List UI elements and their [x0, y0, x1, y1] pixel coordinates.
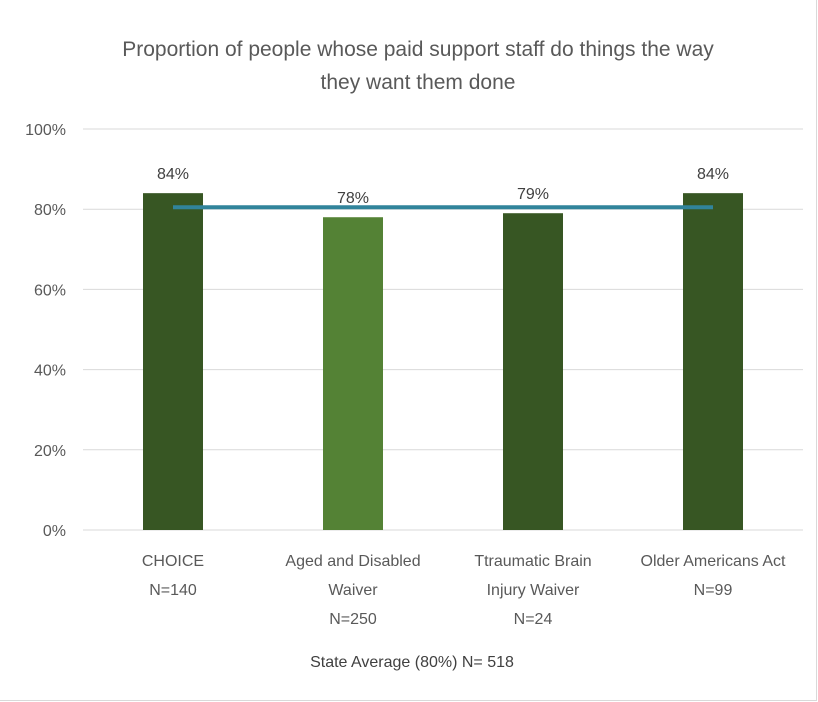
- bar: [143, 193, 203, 530]
- data-label: 84%: [157, 166, 189, 183]
- category-label: N=99: [694, 582, 733, 599]
- chart-title-line-2: they want them done: [321, 71, 516, 94]
- category-label: N=140: [149, 582, 197, 599]
- y-tick-label: 0%: [43, 523, 66, 540]
- category-label: N=24: [514, 611, 553, 628]
- y-tick-label: 20%: [34, 443, 66, 460]
- y-tick-label: 80%: [34, 202, 66, 219]
- y-axis-ticks: 0% 20% 40% 60% 80% 100%: [25, 122, 66, 540]
- data-label: 78%: [337, 190, 369, 207]
- data-label: 79%: [517, 186, 549, 203]
- y-tick-label: 60%: [34, 282, 66, 299]
- category-label: Older Americans Act: [641, 553, 787, 570]
- category-label: Aged and Disabled: [285, 553, 420, 570]
- bar: [683, 193, 743, 530]
- bar: [503, 213, 563, 530]
- chart-title-line-1: Proportion of people whose paid support …: [122, 38, 714, 61]
- category-label: Waiver: [328, 582, 378, 599]
- bar: [323, 217, 383, 530]
- footnote: State Average (80%) N= 518: [310, 654, 514, 671]
- category-label: Ttraumatic Brain: [474, 553, 591, 570]
- y-tick-label: 40%: [34, 363, 66, 380]
- y-tick-label: 100%: [25, 122, 66, 139]
- data-label: 84%: [697, 166, 729, 183]
- category-label: CHOICE: [142, 553, 204, 570]
- category-label: N=250: [329, 611, 377, 628]
- data-labels: 84% 78% 79% 84%: [157, 166, 729, 207]
- bars: [143, 193, 743, 530]
- chart-title: Proportion of people whose paid support …: [122, 38, 714, 94]
- category-label: Injury Waiver: [487, 582, 580, 599]
- x-axis-categories: CHOICE N=140 Aged and Disabled Waiver N=250 T…: [142, 553, 786, 628]
